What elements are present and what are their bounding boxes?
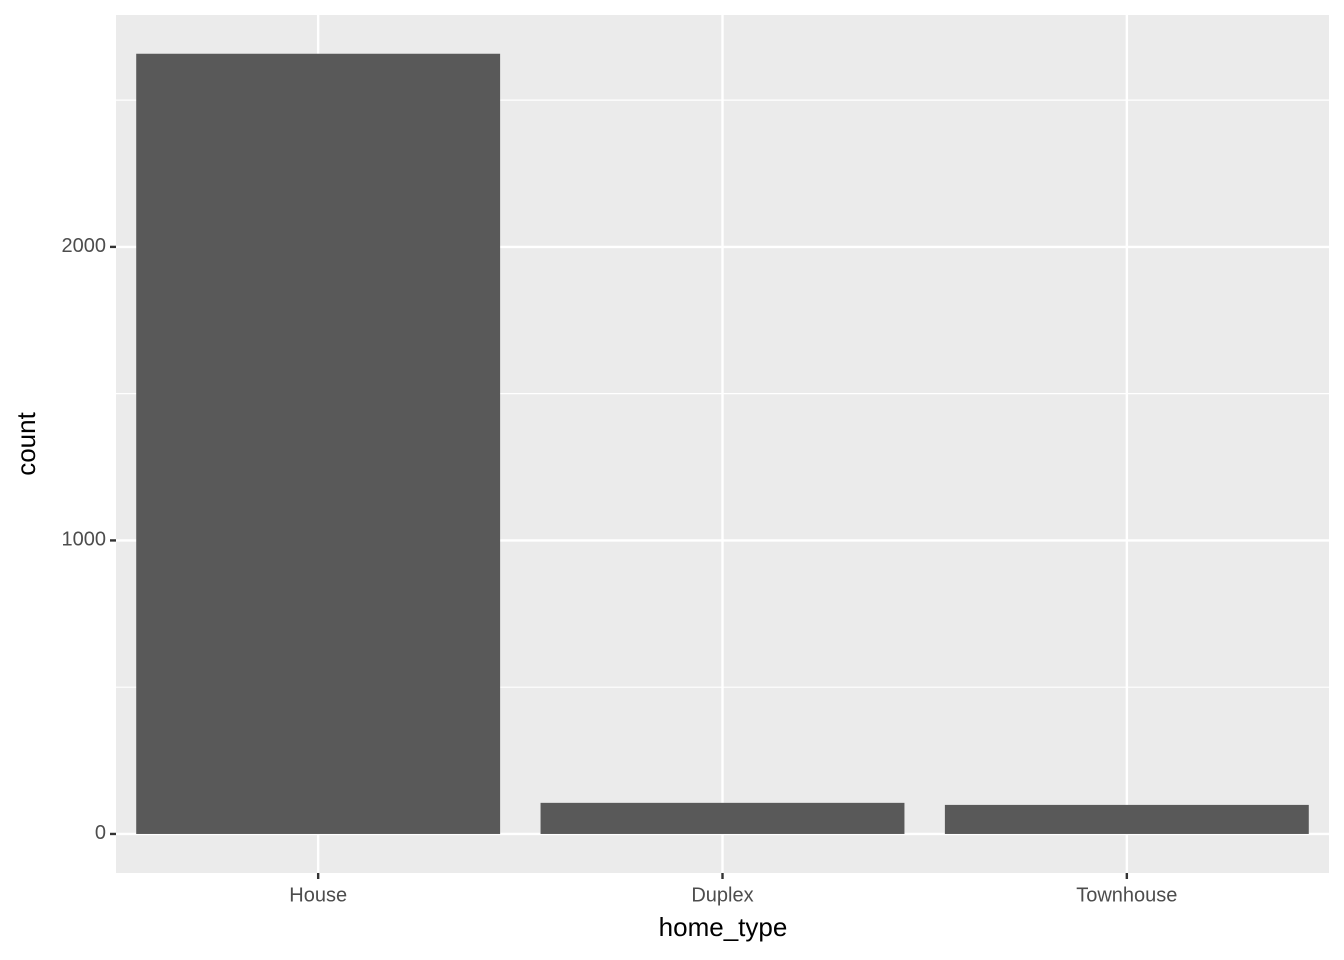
y-tick-label: 1000	[62, 529, 107, 551]
y-tick-label: 0	[95, 822, 106, 844]
x-tick-label: Townhouse	[1076, 884, 1177, 906]
x-tick-label: Duplex	[691, 884, 753, 906]
bars	[136, 53, 1309, 834]
x-tick-label: House	[289, 884, 347, 906]
y-axis-title: count	[11, 411, 41, 475]
x-axis-title: home_type	[659, 912, 788, 942]
bar	[136, 53, 501, 834]
bar	[540, 802, 905, 834]
y-tick-label: 2000	[62, 235, 107, 257]
bar	[944, 804, 1309, 834]
